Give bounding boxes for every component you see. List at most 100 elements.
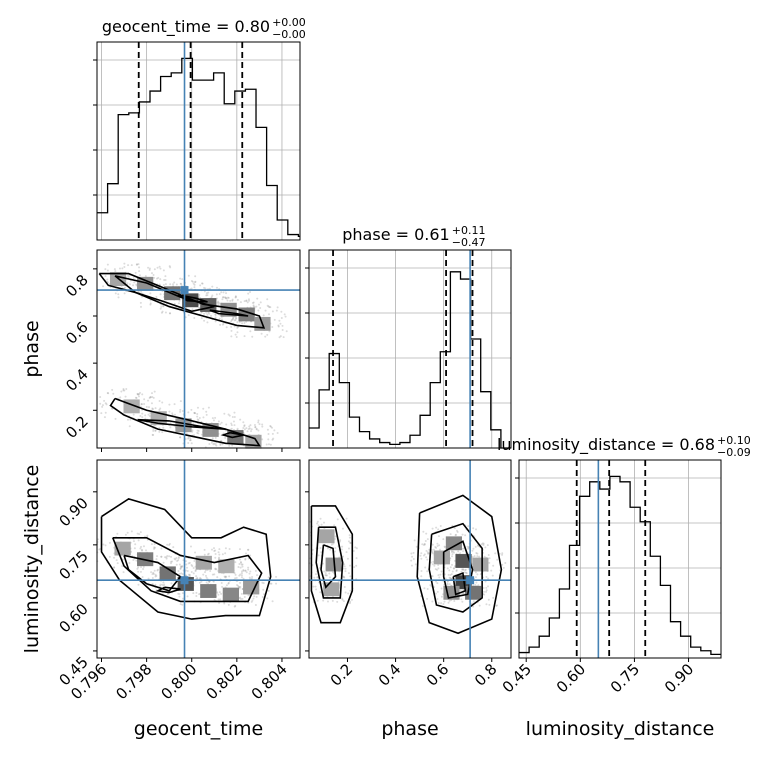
sample-dot [444,546,447,549]
sample-dot [175,563,178,566]
sample-dot [185,563,188,566]
sample-dot [424,566,427,569]
sample-dot [487,585,490,588]
sample-dot [414,563,417,566]
sample-dot [196,577,199,580]
sample-dot [461,533,464,536]
sample-dot [194,570,197,573]
sample-dot [425,549,428,552]
density-contour [320,544,337,589]
sample-dot [159,583,162,586]
sample-dot [177,302,180,305]
sample-dot [245,300,248,303]
sample-dot [249,570,252,573]
sample-dot [192,567,195,570]
sample-dot [216,301,219,304]
sample-dot [440,570,443,573]
sample-dot [261,423,264,426]
sample-dot [464,534,467,537]
sample-dot [191,308,194,311]
sample-dot [234,318,237,321]
sample-dot [156,568,159,571]
sample-dot [205,311,208,314]
sample-dot [218,293,221,296]
sample-dot [240,574,243,577]
sample-dot [269,306,272,309]
sample-dot [100,412,103,415]
sample-dot [114,417,117,420]
sample-dot [230,422,233,425]
sample-dot [160,305,163,308]
sample-dot [168,312,171,315]
sample-dot [246,430,249,433]
sample-dot [494,552,497,555]
sample-dot [113,268,116,271]
sample-dot [438,576,441,579]
sample-dot [197,419,200,422]
sample-dot [138,274,141,277]
sample-dot [283,313,286,316]
sample-dot [347,540,350,543]
sample-dot [209,570,212,573]
sample-dot [218,556,221,559]
sample-dot [233,325,236,328]
sample-dot [102,285,105,288]
sample-dot [160,555,163,558]
sample-dot [223,575,226,578]
sample-dot [438,544,441,547]
sample-dot [239,566,242,569]
sample-dot [219,423,222,426]
sample-dot [436,542,439,545]
sample-dot [189,437,192,440]
sample-dot [448,569,451,572]
histogram-step-line [519,475,721,656]
sample-dot [349,541,352,544]
sample-dot [154,407,157,410]
y-tick-label: 0.4 [62,365,92,395]
panel-phase-marginal: phase = 0.61 +0.11 −0.47 [305,224,512,449]
sample-dot [169,283,172,286]
sample-dot [228,444,231,447]
sample-dot [168,555,171,558]
sample-dot [254,569,257,572]
sample-dot [179,400,182,403]
sample-dot [108,555,111,558]
sample-dot [435,526,438,529]
sample-dot [104,275,107,278]
sample-dot [114,292,117,295]
sample-dot [316,520,319,523]
sample-dot [220,439,223,442]
sample-dot [195,575,198,578]
panel-title-minus: −0.47 [452,236,486,249]
sample-dot [220,291,223,294]
sample-dot [488,561,491,564]
sample-dot [187,411,190,414]
sample-dot [104,411,107,414]
density-contour [109,397,261,447]
x-tick-label: 0.90 [661,660,697,696]
sample-dot [432,560,435,563]
sample-dot [271,600,274,603]
sample-dot [189,545,192,548]
sample-dot [341,527,344,530]
sample-dot [254,604,257,607]
sample-dot [181,565,184,568]
sample-dot [267,305,270,308]
sample-dot [472,547,475,550]
sample-dot [175,283,178,286]
sample-dot [440,587,443,590]
sample-dot [450,550,453,553]
sample-dot [322,599,325,602]
sample-dot [195,594,198,597]
sample-dot [347,572,350,575]
sample-dot [194,281,197,284]
sample-dot [434,568,437,571]
sample-dot [194,280,197,283]
sample-dot [425,556,428,559]
sample-dot [224,547,227,550]
sample-dot [164,279,167,282]
sample-dot [234,296,237,299]
sample-dot [168,543,171,546]
sample-dot [241,563,244,566]
sample-dot [162,584,165,587]
